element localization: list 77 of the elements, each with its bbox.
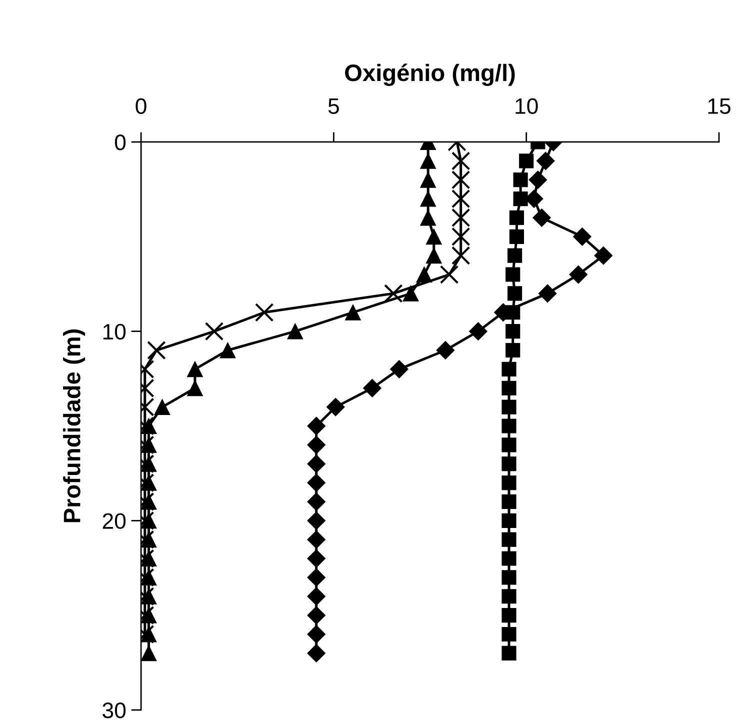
point [307,644,326,662]
point [506,342,520,358]
point [507,248,522,263]
x-tick-label: 5 [328,98,339,114]
point [426,248,442,264]
point [186,361,203,378]
point [468,322,488,341]
point [536,152,555,170]
y-tick-label: 0 [114,134,126,150]
point [528,170,548,190]
point [507,286,522,301]
y-tick-label: 30 [102,702,126,718]
point [509,229,524,244]
point [307,587,326,606]
point [307,568,326,587]
x-axis-title: Oxigénio (mg/l) [345,64,515,86]
point [506,305,520,320]
point [307,436,326,454]
point [426,228,442,245]
point [502,400,516,414]
x-tick-label: 0 [136,98,146,114]
point [220,342,236,358]
x-tick-label: 15 [708,98,730,114]
point [506,324,520,339]
point [502,362,516,376]
point [538,284,557,303]
point [420,152,436,169]
point [532,208,551,227]
point [344,304,361,320]
point [141,645,157,662]
point [502,494,516,510]
point [307,492,326,511]
point [326,398,345,416]
point [307,530,326,549]
point [502,438,516,452]
point [307,474,326,492]
point [502,646,516,660]
point [363,378,382,398]
point [502,380,516,396]
point [506,267,520,282]
point [307,606,326,625]
point [502,532,516,547]
point [502,513,516,528]
point [307,416,326,436]
point [509,210,524,226]
y-axis-title: Profundidade (m) [63,329,86,522]
point [513,191,528,206]
point [402,285,419,302]
y-tick-label: 10 [103,324,126,340]
point [307,625,326,644]
point [287,323,304,340]
point [569,265,588,284]
y-tick-label: 20 [102,513,126,529]
point [502,608,516,623]
point [502,626,516,642]
point [307,511,326,530]
point [573,227,592,246]
x-tick-label: 10 [516,98,538,114]
point [594,246,613,265]
point [307,454,326,474]
point [519,154,534,168]
point [186,380,203,396]
point [420,210,436,226]
point [502,475,516,490]
point [502,418,516,434]
point [390,360,408,378]
point [502,551,516,566]
point [420,172,436,188]
point [416,266,432,283]
point [502,456,516,472]
point [307,549,326,568]
point [154,399,170,416]
point [502,589,516,604]
point [513,172,528,188]
point [436,341,455,360]
point [502,570,516,585]
point [420,190,436,207]
